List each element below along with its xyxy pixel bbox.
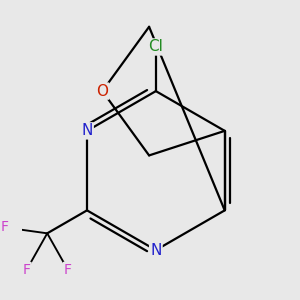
Text: N: N xyxy=(81,123,93,138)
Text: O: O xyxy=(96,84,108,99)
Text: Cl: Cl xyxy=(148,39,163,54)
Text: F: F xyxy=(22,263,31,277)
Text: N: N xyxy=(150,243,161,258)
Text: F: F xyxy=(1,220,9,234)
Text: F: F xyxy=(64,263,72,277)
